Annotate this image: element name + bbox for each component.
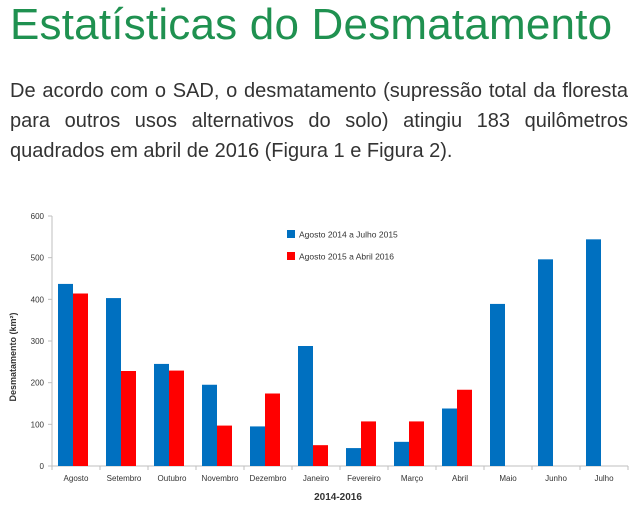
legend-label: Agosto 2015 a Abril 2016 (299, 252, 394, 262)
bar-series2 (217, 425, 232, 466)
bar-series1 (154, 363, 169, 466)
legend-swatch (287, 252, 295, 260)
y-axis-title: Desmatamento (km²) (8, 312, 18, 401)
x-axis-title: 2014-2016 (314, 492, 362, 503)
bar-series2 (361, 421, 376, 466)
bar-series1 (202, 384, 217, 466)
y-axis: 0 100 200 300 400 500 600 (31, 212, 53, 471)
x-tick-label: Abril (452, 474, 468, 483)
y-tick-label: 0 (40, 462, 45, 471)
x-tick-label: Junho (545, 474, 567, 483)
bar-series2 (169, 370, 184, 466)
x-tick-label: Março (401, 474, 424, 483)
bar-series1 (106, 298, 121, 466)
x-tick-label: Janeiro (303, 474, 330, 483)
x-axis: Agosto Setembro Outubro Novembro Dezembro Jan… (51, 465, 629, 483)
x-tick-label: Novembro (202, 474, 239, 483)
bar-series1 (394, 441, 409, 466)
bar-series1 (490, 303, 505, 466)
y-tick-label: 300 (31, 337, 45, 346)
y-tick-label: 100 (31, 420, 45, 429)
legend-swatch (287, 230, 295, 238)
bar-series1 (586, 239, 601, 466)
x-tick-label: Julho (594, 474, 614, 483)
y-tick-label: 400 (31, 295, 45, 304)
y-tick-label: 200 (31, 379, 45, 388)
x-tick-label: Dezembro (250, 474, 287, 483)
bar-series2 (313, 445, 328, 466)
bar-series1 (442, 408, 457, 466)
chart-legend: Agosto 2014 a Julho 2015 Agosto 2015 a Ab… (287, 230, 398, 262)
x-tick-label: Agosto (64, 474, 89, 483)
bar-series2 (457, 389, 472, 466)
page-title: Estatísticas do Desmatamento (10, 0, 613, 49)
bar-series2 (265, 393, 280, 466)
bar-series2 (121, 371, 136, 466)
bar-series1 (298, 346, 313, 466)
bar-series2 (409, 421, 424, 466)
x-tick-label: Outubro (158, 474, 187, 483)
x-tick-label: Maio (499, 474, 517, 483)
bar-series1 (538, 259, 553, 466)
x-tick-label: Fevereiro (347, 474, 381, 483)
bars (58, 239, 601, 466)
bar-series1 (250, 426, 265, 466)
y-tick-label: 600 (31, 212, 45, 221)
y-tick-label: 500 (31, 254, 45, 263)
intro-paragraph: De acordo com o SAD, o desmatamento (sup… (10, 80, 628, 162)
bar-series1 (346, 448, 361, 466)
x-tick-label: Setembro (107, 474, 142, 483)
legend-label: Agosto 2014 a Julho 2015 (299, 230, 398, 240)
bar-series1 (58, 283, 73, 466)
deforestation-bar-chart: 0 100 200 300 400 500 600 Agosto Setembro Outubr… (8, 212, 629, 503)
bar-series2 (73, 293, 88, 466)
